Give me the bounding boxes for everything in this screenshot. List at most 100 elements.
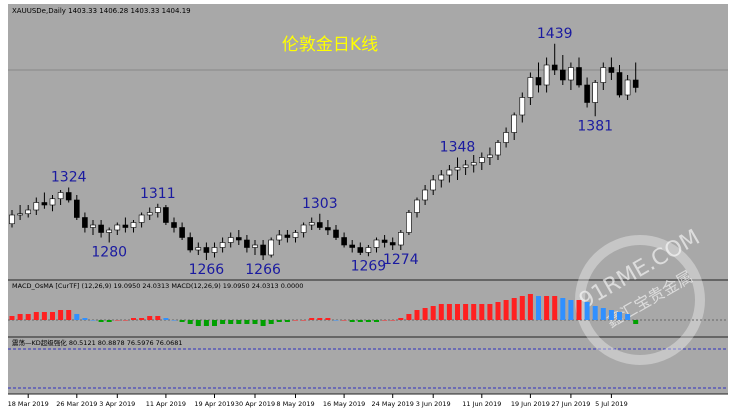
macd-bar xyxy=(608,310,614,320)
price-annotation: 1269 xyxy=(351,258,387,274)
candle-body xyxy=(357,247,364,253)
candle-body xyxy=(244,239,250,248)
candle-body xyxy=(389,242,396,246)
macd-bar xyxy=(82,318,88,320)
price-annotation: 1274 xyxy=(383,252,419,268)
candle-body xyxy=(495,142,501,156)
candle-body xyxy=(171,222,177,228)
candle-body xyxy=(430,179,437,191)
header: XAUUSDe,Daily 1403.33 1406.28 1403.33 14… xyxy=(12,7,191,15)
macd-bar xyxy=(544,296,550,320)
macd-bar xyxy=(25,314,31,320)
candle-body xyxy=(365,247,372,253)
candle-body xyxy=(179,227,185,238)
macd-bar xyxy=(293,320,298,321)
macd-bar xyxy=(50,312,55,320)
macd-bar xyxy=(584,302,590,320)
chart-title: 伦敦金日K线 xyxy=(282,35,378,55)
macd-bar xyxy=(147,316,153,320)
macd-bar xyxy=(333,320,339,321)
macd-bar xyxy=(179,320,185,322)
candle-body xyxy=(41,202,48,206)
x-tick-label: 16 May 2019 xyxy=(323,400,365,408)
macd-bar xyxy=(212,320,217,326)
candle-body xyxy=(576,67,582,86)
macd-bar xyxy=(446,304,452,320)
macd-bar xyxy=(122,320,128,321)
x-tick-label: 11 Jun 2019 xyxy=(462,400,501,408)
candle-body xyxy=(632,79,639,88)
candle-body xyxy=(568,67,574,81)
macd-bar xyxy=(58,310,64,320)
macd-bar xyxy=(576,300,582,320)
candle-body xyxy=(155,207,161,213)
macd-bar xyxy=(131,318,136,320)
x-tick-label: 8 May 2019 xyxy=(276,400,314,408)
macd-bar xyxy=(349,320,355,322)
candle-body xyxy=(276,234,283,241)
price-annotation: 1439 xyxy=(537,26,573,42)
macd-bar xyxy=(495,302,501,320)
macd-bar xyxy=(171,320,177,321)
candle-body xyxy=(236,237,242,241)
candle-body xyxy=(98,224,104,233)
candle-body xyxy=(559,69,566,81)
candle-body xyxy=(397,232,404,246)
macd-bar xyxy=(317,318,323,320)
x-tick-label: 30 Apr 2019 xyxy=(235,400,275,408)
macd-bar xyxy=(552,296,558,320)
macd-bar xyxy=(633,320,639,324)
candle-body xyxy=(9,214,15,225)
macd-bar xyxy=(220,320,226,324)
candle-body xyxy=(454,167,461,171)
price-annotation: 1266 xyxy=(189,262,225,278)
macd-label: MACD_OsMA [CurTF] (12,26,9) 19.0950 24.0… xyxy=(12,282,303,290)
x-tick-label: 19 Jun 2019 xyxy=(511,400,550,408)
macd-bar xyxy=(228,320,234,324)
macd-bar xyxy=(625,314,631,320)
macd-bar xyxy=(195,320,201,326)
macd-bar xyxy=(511,298,517,320)
candle-body xyxy=(406,212,412,233)
macd-bar xyxy=(90,320,96,321)
x-tick-label: 26 Mar 2019 xyxy=(56,400,97,408)
candle-body xyxy=(187,237,193,251)
macd-bar xyxy=(155,316,161,320)
candle-body xyxy=(268,239,275,256)
candle-body xyxy=(551,64,558,71)
candle-body xyxy=(292,232,299,238)
macd-bar xyxy=(357,320,363,322)
candle-body xyxy=(422,189,428,201)
candle-body xyxy=(25,209,32,215)
candle-body xyxy=(535,77,542,86)
candle-body xyxy=(74,199,80,218)
candle-body xyxy=(624,79,631,96)
candle-body xyxy=(446,169,453,176)
candle-body xyxy=(211,247,218,253)
candle-body xyxy=(308,222,315,226)
candle-body xyxy=(33,202,40,211)
candle-body xyxy=(65,192,72,201)
candle-body xyxy=(203,247,210,253)
candle-body xyxy=(284,234,291,238)
candle-body xyxy=(106,229,112,233)
candle-body xyxy=(519,97,526,116)
candle-body xyxy=(219,242,226,248)
price-annotation: 1381 xyxy=(577,118,613,134)
candle-body xyxy=(114,224,121,231)
macd-bar xyxy=(9,316,15,320)
x-tick-label: 5 Jul 2019 xyxy=(595,400,628,408)
price-annotation: 1303 xyxy=(302,196,338,212)
candle-body xyxy=(57,192,64,200)
macd-bar xyxy=(33,312,39,320)
macd-bar xyxy=(438,304,444,320)
macd-bar xyxy=(163,318,169,320)
macd-bar xyxy=(139,318,145,320)
macd-bar xyxy=(325,318,331,320)
macd-bar xyxy=(66,310,72,320)
macd-bar xyxy=(414,310,420,320)
price-annotation: 1280 xyxy=(91,245,127,261)
macd-bar xyxy=(560,298,566,320)
candle-body xyxy=(82,217,88,228)
